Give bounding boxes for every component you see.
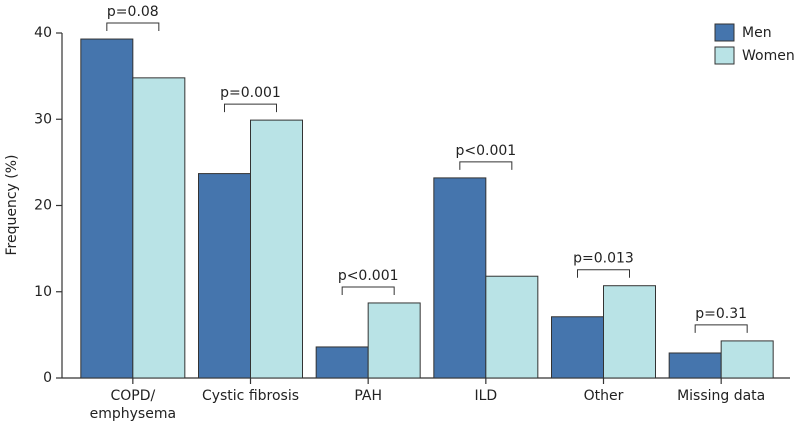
bar — [485, 275, 539, 379]
y-tick-label: 40 — [34, 25, 52, 41]
bar — [603, 285, 656, 379]
bar — [198, 173, 251, 379]
legend-label: Men — [742, 25, 772, 41]
bar — [367, 302, 421, 379]
p-value: p<0.001 — [338, 268, 399, 284]
significance-bracket — [459, 161, 513, 170]
bar — [433, 177, 487, 379]
y-tick-label: 10 — [34, 284, 52, 300]
p-value: p=0.013 — [573, 251, 634, 267]
significance-bracket — [341, 286, 395, 295]
x-tick-label: ILD — [474, 388, 497, 404]
significance-bracket — [106, 22, 160, 32]
bar — [250, 119, 303, 379]
p-value: p=0.31 — [695, 306, 747, 322]
x-tick-label: Cystic fibrosis — [202, 388, 299, 404]
bar — [720, 340, 774, 379]
p-value: p=0.001 — [220, 85, 281, 101]
bar — [668, 352, 722, 379]
x-tick-label: Missing data — [677, 388, 765, 404]
p-value: p=0.08 — [107, 4, 159, 20]
y-tick-label: 0 — [43, 370, 52, 386]
p-value: p<0.001 — [455, 143, 516, 159]
legend-label: Women — [742, 48, 795, 64]
significance-bracket — [224, 103, 277, 113]
y-axis-label: Frequency (%) — [4, 154, 20, 255]
legend-swatch — [714, 46, 735, 65]
x-tick-label: PAH — [354, 388, 382, 404]
bar — [80, 38, 134, 379]
x-tick-label: COPD/emphysema — [90, 388, 176, 422]
y-tick-label: 20 — [34, 198, 52, 214]
significance-bracket — [577, 269, 630, 278]
bar — [315, 346, 369, 379]
bar — [551, 316, 604, 379]
legend-swatch — [714, 23, 735, 42]
x-tick-label: Other — [584, 388, 624, 404]
y-tick-label: 30 — [34, 111, 52, 127]
significance-bracket — [694, 324, 748, 333]
bar — [132, 77, 186, 379]
